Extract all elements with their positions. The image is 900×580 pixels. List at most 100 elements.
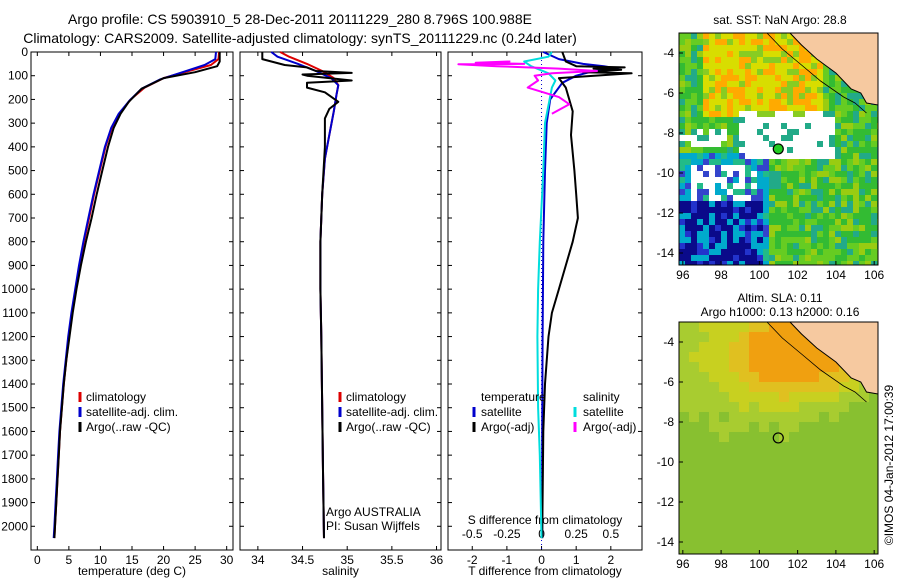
map-cell (779, 462, 790, 473)
map-cell (721, 87, 728, 94)
map-cell (839, 522, 850, 533)
map-cell (781, 129, 788, 136)
map-cell (781, 45, 788, 52)
map-cell (751, 165, 758, 172)
map-cell (811, 141, 818, 148)
map-cell (697, 147, 704, 154)
y-tick-label: 900 (8, 258, 28, 272)
map-cell (847, 189, 854, 196)
map-cell (751, 123, 758, 130)
map-cell (793, 141, 800, 148)
map-cell (729, 442, 740, 453)
map-cell (871, 213, 878, 220)
map-cell (759, 552, 770, 554)
map-cell (793, 177, 800, 184)
map-cell (809, 392, 820, 403)
map-cell (709, 452, 720, 463)
map-cell (721, 261, 728, 265)
map-cell (719, 362, 730, 373)
map-cell (699, 552, 710, 554)
map-cell (835, 237, 842, 244)
map-cell (719, 452, 730, 463)
map-cell (835, 117, 842, 124)
map-cell (769, 165, 776, 172)
map-cell (811, 237, 818, 244)
map-cell (697, 189, 704, 196)
legend-label: Argo(-adj) (583, 420, 636, 434)
map-cell (769, 87, 776, 94)
map-cell (697, 141, 704, 148)
map-cell (781, 51, 788, 58)
map-cell (709, 542, 720, 553)
map-cell (853, 201, 860, 208)
map-cell (703, 135, 710, 142)
map-cell (779, 472, 790, 483)
map-cell (749, 492, 760, 503)
map-cell (853, 111, 860, 118)
map-cell (859, 201, 866, 208)
map-cell (853, 117, 860, 124)
map-cell (763, 75, 770, 82)
map-cell (853, 243, 860, 250)
map-cell (729, 342, 740, 353)
map-cell (763, 183, 770, 190)
map-cell (679, 352, 690, 363)
map-cell (781, 153, 788, 160)
map-cell (745, 111, 752, 118)
map-cell (685, 219, 692, 226)
map-cell (697, 165, 704, 172)
map-cell (727, 81, 734, 88)
map-cell (729, 362, 740, 373)
map-cell (727, 57, 734, 64)
map-cell (849, 482, 860, 493)
map-cell (819, 432, 830, 443)
map-cell (759, 442, 770, 453)
legend-label: climatology (346, 390, 406, 404)
map-cell (799, 382, 810, 393)
map-cell (823, 105, 830, 112)
map-cell (781, 201, 788, 208)
map-cell (751, 261, 758, 265)
map-cell (769, 261, 776, 265)
map-cell (759, 502, 770, 513)
map-cell (865, 231, 872, 238)
map-cell (739, 452, 750, 463)
map-cell (809, 502, 820, 513)
map-cell (847, 225, 854, 232)
map-cell (709, 492, 720, 503)
map-cell (769, 201, 776, 208)
map-cell (859, 99, 866, 106)
map-cell (829, 472, 840, 483)
map-cell (805, 99, 812, 106)
map-cell (809, 372, 820, 383)
map-cell (779, 392, 790, 403)
map-cell (691, 243, 698, 250)
map-cell (819, 482, 830, 493)
map-cell (789, 352, 800, 363)
map-cell (691, 183, 698, 190)
x-tick-label: 34.5 (291, 553, 315, 567)
map-cell (703, 45, 710, 52)
map-cell (749, 382, 760, 393)
map-cell (699, 482, 710, 493)
map-cell (733, 255, 740, 262)
series-line (457, 60, 598, 115)
map-cell (799, 99, 806, 106)
map-cell (789, 552, 800, 554)
map-cell (869, 552, 878, 554)
map-cell (829, 522, 840, 533)
map-cell (709, 117, 716, 124)
map-cell (721, 165, 728, 172)
map-cell (811, 93, 818, 100)
map-cell (689, 472, 700, 483)
map-cell (841, 261, 848, 265)
map-cell (809, 542, 820, 553)
float-annotation: PI: Susan Wijffels (326, 519, 420, 533)
map-cell (727, 123, 734, 130)
map-cell (751, 243, 758, 250)
map-cell (685, 111, 692, 118)
map-cell (787, 255, 794, 262)
map-cell (787, 99, 794, 106)
map-cell (697, 177, 704, 184)
map-cell (769, 452, 780, 463)
